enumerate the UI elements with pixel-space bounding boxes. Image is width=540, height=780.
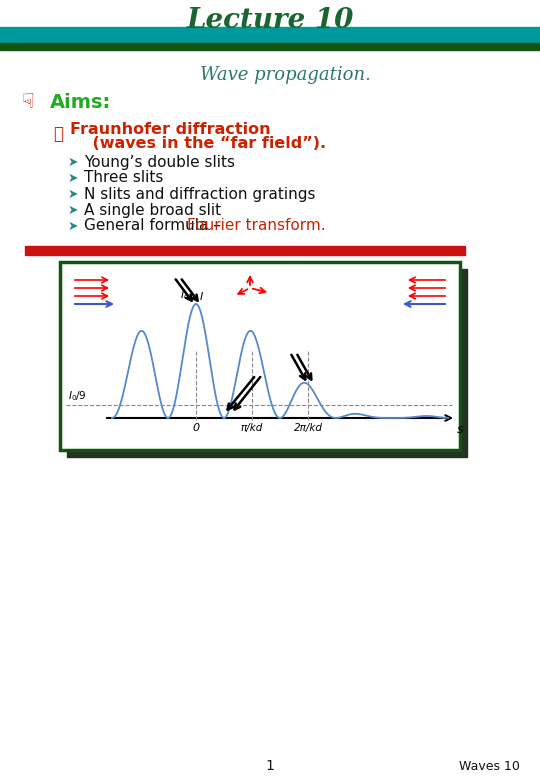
Bar: [67, 269, 467, 457]
Bar: [60, 262, 460, 450]
Text: Aims:: Aims:: [50, 93, 111, 112]
Text: 2π/kd: 2π/kd: [294, 423, 322, 433]
Text: N slits and diffraction gratings: N slits and diffraction gratings: [84, 186, 315, 201]
Text: ☟: ☟: [22, 92, 35, 112]
Text: $I_0/9$: $I_0/9$: [68, 389, 86, 403]
Text: s: s: [457, 423, 463, 436]
Text: Fraunhofer diffraction: Fraunhofer diffraction: [70, 122, 271, 137]
Text: (waves in the “far field”).: (waves in the “far field”).: [70, 136, 326, 151]
Text: π/kd: π/kd: [241, 423, 263, 433]
Text: ➤: ➤: [68, 172, 78, 185]
Text: 1: 1: [266, 759, 274, 773]
Text: Young’s double slits: Young’s double slits: [84, 154, 235, 169]
Text: Three slits: Three slits: [84, 171, 164, 186]
Bar: [60, 262, 460, 450]
Text: Fourier transform.: Fourier transform.: [187, 218, 326, 233]
Text: ➤: ➤: [68, 187, 78, 200]
Bar: [25, 246, 465, 255]
Text: ⮤: ⮤: [53, 125, 63, 143]
Text: Wave propagation.: Wave propagation.: [200, 66, 370, 84]
Text: Lecture 10: Lecture 10: [186, 6, 354, 34]
Text: $I$: $I$: [199, 290, 204, 302]
Text: A single broad slit: A single broad slit: [84, 203, 221, 218]
Bar: [0, 43, 540, 50]
Bar: [0, 27, 540, 43]
Text: Waves 10: Waves 10: [459, 760, 520, 772]
Text: General formula –: General formula –: [84, 218, 226, 233]
Text: 0: 0: [192, 423, 200, 433]
Text: $I_o$: $I_o$: [180, 288, 190, 302]
Text: ➤: ➤: [68, 219, 78, 232]
Text: ➤: ➤: [68, 204, 78, 217]
Text: ➤: ➤: [68, 155, 78, 168]
